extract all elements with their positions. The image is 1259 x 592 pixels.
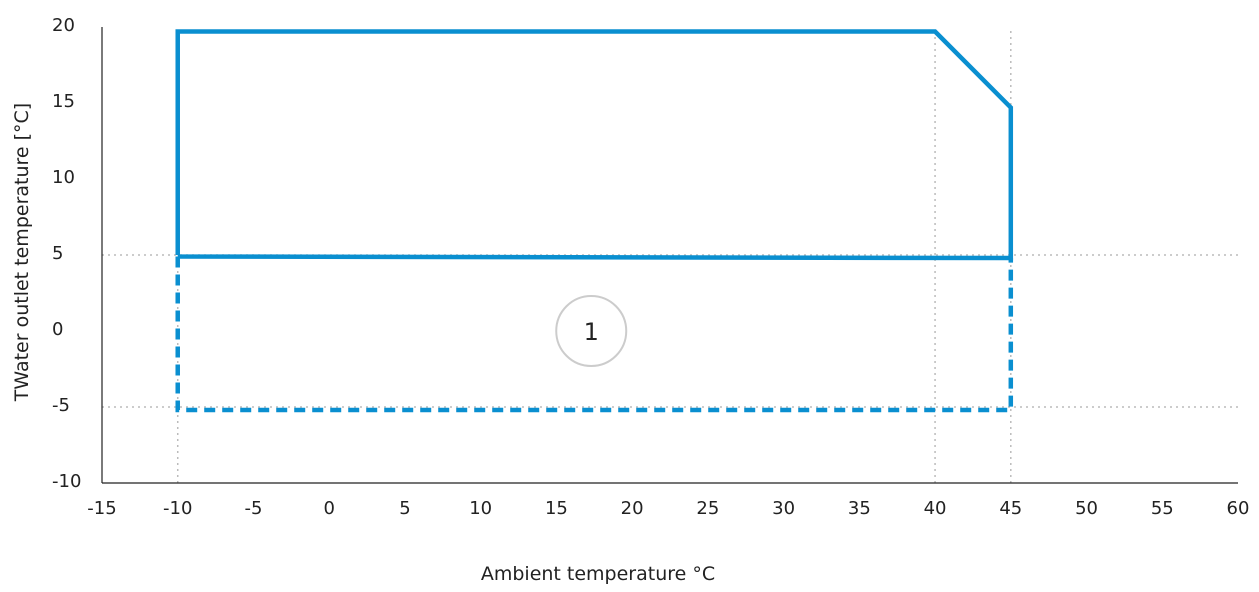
axes bbox=[101, 27, 1238, 484]
x-tick-label: -5 bbox=[244, 498, 262, 519]
y-tick-label: 10 bbox=[52, 167, 75, 188]
series-group bbox=[175, 29, 1014, 413]
envelope-dashed-line bbox=[175, 256, 1014, 413]
x-tick-labels: -15 -10 -5 0 5 10 15 20 25 30 35 40 45 50 55 60 bbox=[87, 498, 1249, 519]
x-tick-label: 30 bbox=[772, 498, 795, 519]
x-tick-label: 25 bbox=[696, 498, 719, 519]
y-tick-label: -5 bbox=[52, 395, 70, 416]
y-tick-label: 0 bbox=[52, 319, 63, 340]
x-tick-label: 40 bbox=[924, 498, 947, 519]
envelope-solid-line bbox=[175, 29, 1014, 261]
annotation-label: 1 bbox=[584, 318, 599, 346]
x-tick-label: 15 bbox=[545, 498, 568, 519]
x-axis-label: Ambient temperature °C bbox=[481, 563, 715, 585]
y-tick-label: 20 bbox=[52, 15, 75, 36]
y-tick-label: 15 bbox=[52, 91, 75, 112]
x-tick-label: -10 bbox=[163, 498, 192, 519]
annotation-circle bbox=[555, 295, 628, 367]
y-tick-label: 5 bbox=[52, 243, 63, 264]
x-tick-label: 50 bbox=[1075, 498, 1098, 519]
y-tick-labels: 20 15 10 5 0 -5 -10 bbox=[52, 15, 81, 492]
x-tick-label: 35 bbox=[848, 498, 871, 519]
x-tick-label: 5 bbox=[399, 498, 410, 519]
x-tick-label: 45 bbox=[999, 498, 1022, 519]
x-tick-label: 20 bbox=[621, 498, 644, 519]
x-tick-label: 10 bbox=[469, 498, 492, 519]
x-tick-label: 0 bbox=[323, 498, 334, 519]
y-axis-label: TWater outlet temperature [°C] bbox=[11, 103, 33, 402]
x-tick-label: 55 bbox=[1151, 498, 1174, 519]
annotations: 1 bbox=[555, 295, 628, 367]
x-tick-label: 60 bbox=[1227, 498, 1250, 519]
x-tick-label: -15 bbox=[87, 498, 116, 519]
y-tick-label: -10 bbox=[52, 471, 81, 492]
